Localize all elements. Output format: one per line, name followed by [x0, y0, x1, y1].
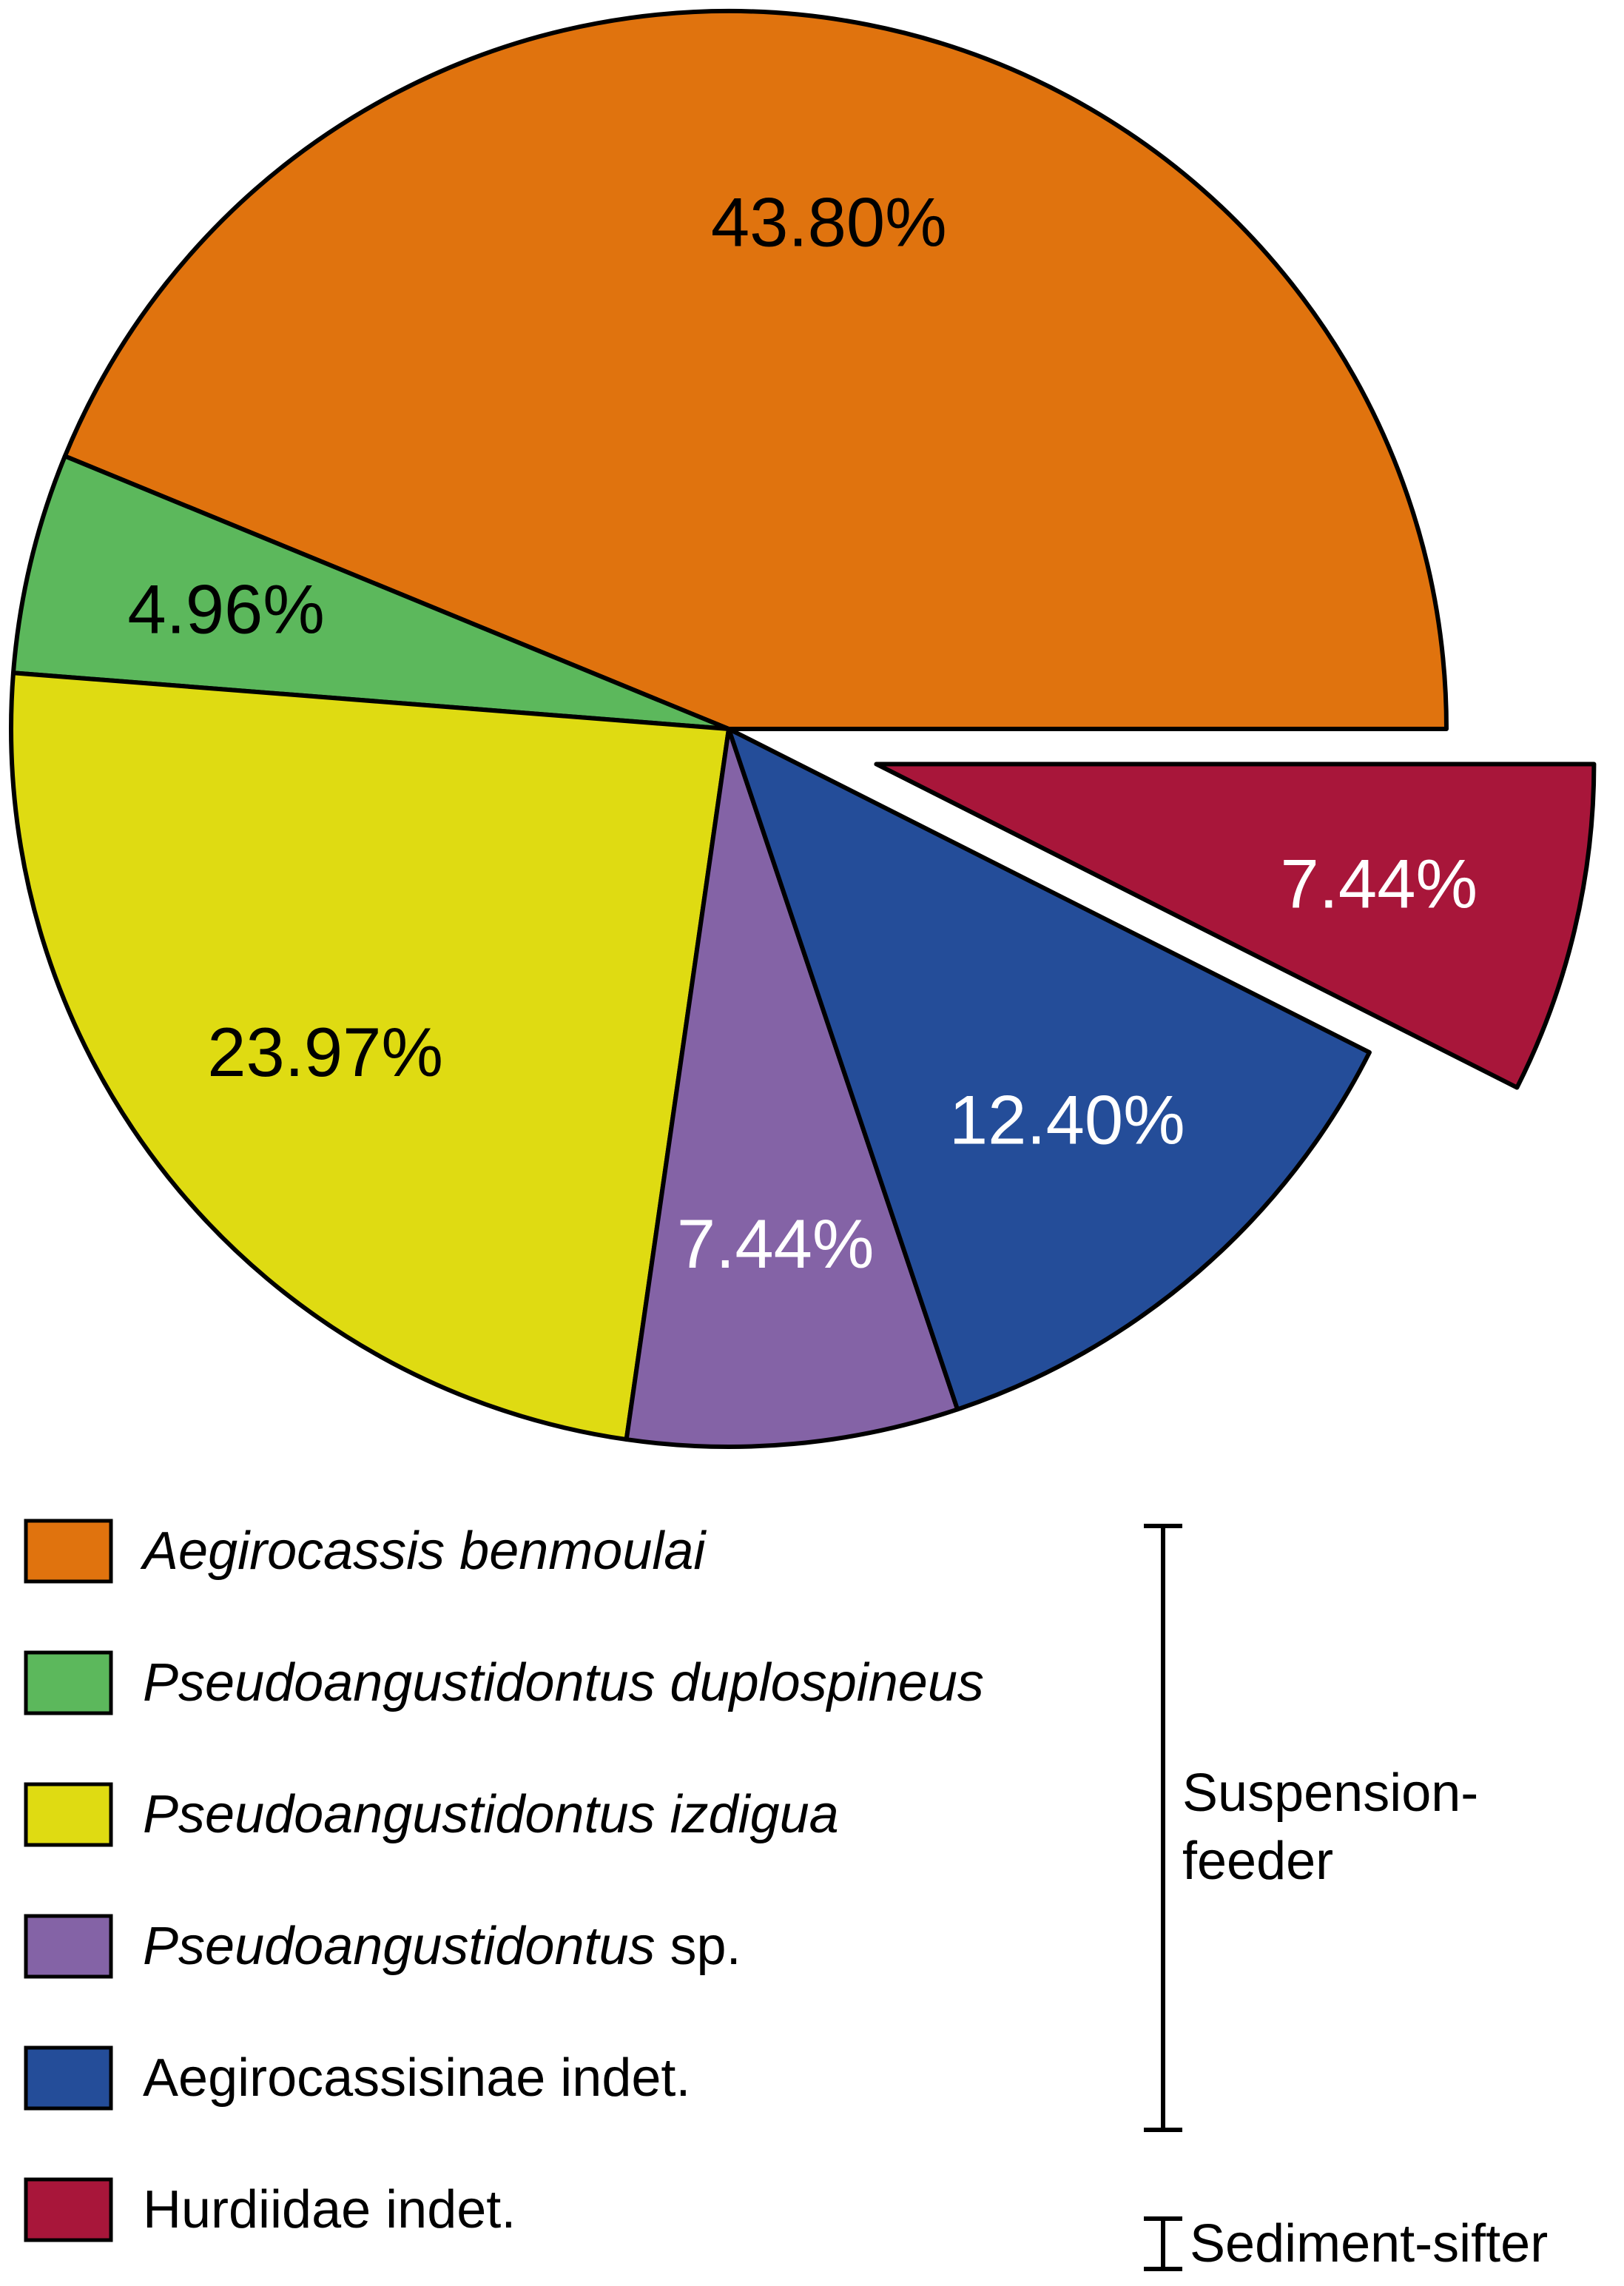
- legend-item-3: Pseudoangustidontus sp.: [24, 1914, 741, 1979]
- legend: Aegirocassis benmoulai Pseudoangustidontu…: [24, 1519, 984, 2242]
- legend-swatch-4: [24, 2045, 113, 2111]
- pie-slice-0: [62, 9, 1449, 731]
- legend-swatch-0: [24, 1519, 113, 1584]
- legend-swatch-3: [24, 1914, 113, 1979]
- legend-label-3: Pseudoangustidontus sp.: [143, 1917, 741, 1976]
- slice-label-4: 12.40%: [949, 1080, 1185, 1158]
- legend-label-2: Pseudoangustidontus izdigua: [143, 1785, 839, 1844]
- group-label-1: Sediment-sifter: [1190, 2214, 1548, 2273]
- slice-label-2: 23.97%: [207, 1013, 443, 1091]
- legend-item-2: Pseudoangustidontus izdigua: [24, 1782, 839, 1847]
- legend-label-1: Pseudoangustidontus duplospineus: [143, 1653, 984, 1712]
- group-bracket-1: [1144, 2216, 1182, 2271]
- pie-slice-2: [9, 670, 731, 1442]
- pie-slice-4: [727, 727, 1372, 1412]
- legend-item-0: Aegirocassis benmoulai: [24, 1519, 707, 1584]
- slice-label-1: 4.96%: [127, 571, 325, 648]
- pie-slice-1: [10, 454, 731, 731]
- pie-slices: [9, 9, 1597, 1449]
- slice-label-0: 43.80%: [711, 183, 947, 260]
- legend-label-0: Aegirocassis benmoulai: [140, 1522, 707, 1581]
- group-label-0: Suspension-feeder: [1182, 1764, 1478, 1891]
- legend-label-5: Hurdiidae indet.: [143, 2180, 516, 2239]
- legend-swatch-2: [24, 1782, 113, 1847]
- legend-label-4: Aegirocassisinae indet.: [143, 2048, 690, 2108]
- group-0: Suspension-feeder: [1144, 1524, 1478, 2132]
- legend-item-4: Aegirocassisinae indet.: [24, 2045, 690, 2111]
- legend-item-5: Hurdiidae indet.: [24, 2177, 516, 2242]
- legend-swatch-1: [24, 1650, 113, 1715]
- pie-slice-5: [874, 762, 1597, 1090]
- feeding-groups: Suspension-feeder Sediment-sifter: [1144, 1524, 1548, 2273]
- legend-item-1: Pseudoangustidontus duplospineus: [24, 1650, 984, 1715]
- group-1: Sediment-sifter: [1144, 2214, 1548, 2273]
- legend-swatch-5: [24, 2177, 113, 2242]
- slice-label-5: 7.44%: [1281, 845, 1478, 923]
- slice-label-3: 7.44%: [677, 1205, 875, 1282]
- pie-slice-labels: 43.80% 4.96% 23.97% 7.44% 12.40% 7.44%: [127, 183, 1478, 1282]
- pie-slice-3: [624, 727, 960, 1449]
- group-bracket-0: [1144, 1524, 1182, 2132]
